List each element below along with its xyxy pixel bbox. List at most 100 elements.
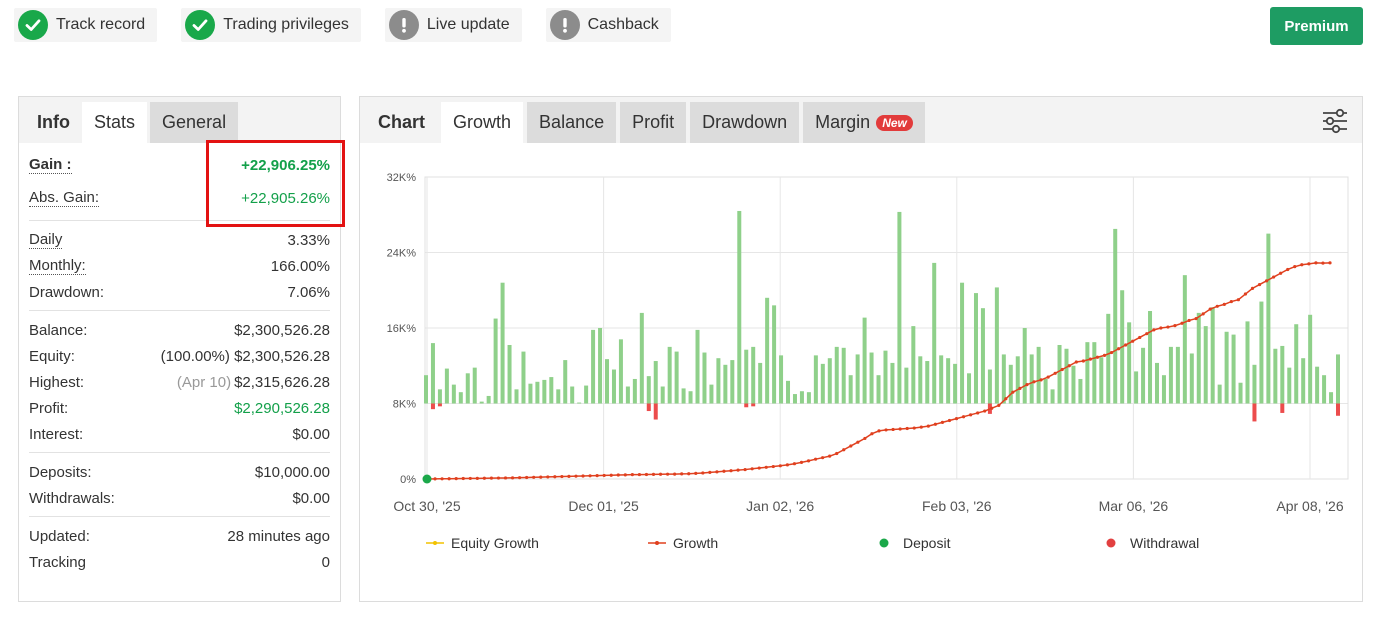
- profit-bar: [967, 373, 972, 404]
- tab-margin[interactable]: Margin New: [803, 102, 925, 143]
- equity-value: $2,300,526.28: [234, 347, 330, 365]
- growth-point: [771, 464, 775, 469]
- profit-bar: [472, 367, 477, 404]
- badge-label: Live update: [426, 16, 510, 33]
- new-badge: New: [876, 114, 913, 131]
- profit-bar: [932, 262, 937, 404]
- gain-row: Gain : +22,906.25%: [29, 149, 330, 182]
- profit-bar: [1315, 366, 1320, 404]
- profit-bar: [1148, 311, 1153, 404]
- profit-bar: [890, 362, 895, 404]
- badge-track-record[interactable]: Track record: [14, 8, 158, 42]
- growth-point: [1236, 298, 1240, 302]
- highest-value: $2,315,626.28: [234, 373, 330, 391]
- growth-point: [933, 422, 937, 426]
- growth-point: [567, 474, 571, 478]
- withdrawals-value: $0.00: [292, 489, 330, 507]
- tab-general[interactable]: General: [150, 102, 239, 143]
- abs-gain-label[interactable]: Abs. Gain:: [29, 189, 100, 207]
- tab-growth[interactable]: Growth: [441, 102, 524, 143]
- badge-live-update[interactable]: Live update: [384, 8, 522, 42]
- tab-info[interactable]: Info: [37, 112, 70, 132]
- profit-bar: [1057, 344, 1062, 404]
- growth-point: [1152, 328, 1156, 332]
- growth-chart[interactable]: 0% 8K% 16K% 24K% 32K% Oct 30, '25 Dec 01, '25…: [360, 144, 1362, 601]
- x-tick-label: Feb 03, '26: [922, 498, 992, 514]
- profit-bar: [535, 381, 540, 404]
- growth-point: [503, 476, 508, 480]
- growth-point: [461, 476, 465, 481]
- profit-bar: [493, 318, 498, 404]
- profit-bar: [911, 326, 916, 404]
- loss-bar: [751, 403, 756, 407]
- growth-point: [1053, 371, 1057, 375]
- growth-point: [976, 411, 980, 415]
- growth-point: [961, 415, 966, 419]
- profit-bar: [618, 339, 623, 404]
- growth-point: [785, 463, 789, 467]
- tab-profit[interactable]: Profit: [620, 102, 687, 143]
- profit-bar: [1064, 348, 1069, 404]
- growth-point: [510, 476, 515, 480]
- growth-point: [616, 473, 620, 477]
- growth-point: [1166, 325, 1170, 329]
- growth-point: [680, 472, 684, 476]
- profit-bar: [646, 376, 651, 404]
- growth-point: [905, 426, 909, 431]
- profit-bar: [730, 360, 735, 404]
- growth-point: [658, 472, 663, 476]
- account-group: Balance: $2,300,526.28 Equity: (100.00%)…: [29, 311, 330, 453]
- growth-point: [1215, 304, 1219, 308]
- badge-cashback[interactable]: Cashback: [545, 8, 671, 42]
- profit-bar: [632, 378, 637, 404]
- growth-point: [849, 444, 853, 448]
- tab-balance[interactable]: Balance: [527, 102, 617, 143]
- daily-label[interactable]: Daily: [29, 230, 63, 249]
- growth-point: [1180, 321, 1184, 325]
- chart-bars: [424, 210, 1340, 422]
- growth-point: [947, 418, 952, 423]
- growth-point: [609, 473, 613, 477]
- profit-bar: [1210, 307, 1215, 404]
- profit-bar: [1085, 342, 1090, 404]
- growth-point: [1025, 383, 1029, 387]
- growth-point: [1264, 279, 1269, 283]
- growth-point: [1145, 332, 1149, 336]
- monthly-value: 166.00%: [270, 257, 330, 275]
- deposits-row: Deposits: $10,000.00: [29, 459, 330, 485]
- growth-point: [1067, 364, 1071, 368]
- profit-bar: [772, 305, 777, 404]
- profit-bar: [1154, 362, 1159, 404]
- profit-bar: [549, 377, 554, 404]
- growth-point: [1159, 326, 1163, 330]
- profit-bar: [1301, 358, 1306, 404]
- tab-margin-label: Margin: [815, 112, 871, 132]
- premium-button[interactable]: Premium: [1270, 7, 1363, 45]
- profit-bar: [577, 402, 582, 404]
- monthly-label[interactable]: Monthly:: [29, 256, 86, 275]
- gain-label[interactable]: Gain :: [29, 156, 72, 174]
- tab-drawdown[interactable]: Drawdown: [690, 102, 800, 143]
- tab-stats[interactable]: Stats: [82, 102, 148, 143]
- tab-chart[interactable]: Chart: [378, 112, 426, 132]
- growth-point: [581, 474, 585, 478]
- badge-trading-privileges[interactable]: Trading privileges: [181, 8, 361, 42]
- growth-point: [1194, 316, 1198, 321]
- profit-bar: [848, 375, 853, 404]
- profit-bar: [1182, 275, 1187, 404]
- chart-settings-icon[interactable]: [1322, 108, 1348, 134]
- growth-point: [644, 472, 649, 477]
- profit-bar: [751, 346, 756, 404]
- profit-bar: [1280, 345, 1285, 404]
- growth-point: [1293, 265, 1297, 269]
- profit-bar: [570, 386, 575, 404]
- growth-point: [1222, 302, 1226, 307]
- profit-bar: [1252, 364, 1257, 404]
- profit-bar: [1022, 328, 1027, 404]
- loss-bar: [653, 403, 658, 420]
- profit-bar: [1050, 389, 1055, 404]
- y-tick-label: 24K%: [387, 248, 417, 260]
- profit-bar: [688, 391, 693, 404]
- growth-point: [828, 454, 832, 458]
- growth-point: [1314, 261, 1318, 265]
